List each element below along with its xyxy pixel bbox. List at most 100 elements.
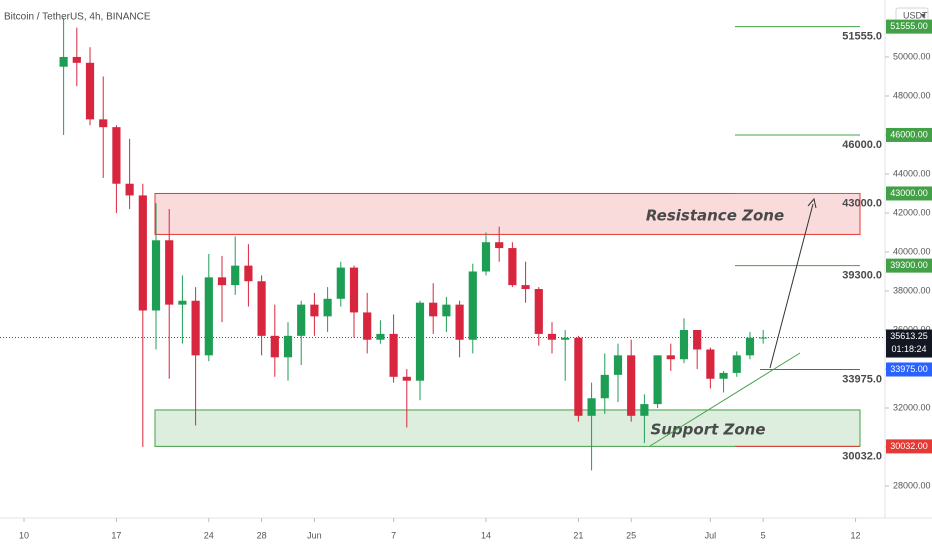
- chart-title: Bitcoin / TetherUS, 4h, BINANCE: [4, 12, 151, 23]
- level-label: 39300.0: [842, 270, 882, 282]
- candle-body: [679, 329, 689, 360]
- x-tick-label: 25: [626, 530, 636, 540]
- level-label: 30032.0: [842, 450, 882, 462]
- axis-badge: [886, 19, 932, 34]
- zone: [154, 409, 861, 447]
- level-label: 33975.0: [842, 373, 882, 385]
- y-tick-label: 32000.00: [893, 402, 931, 412]
- candle-body: [85, 62, 95, 120]
- x-tick-label: 10: [19, 530, 29, 540]
- level-label: 46000.0: [842, 139, 882, 151]
- candle-body: [613, 355, 623, 375]
- candle-body: [442, 304, 451, 317]
- candle-body: [336, 267, 345, 299]
- candle-body: [534, 289, 543, 334]
- y-tick-label: 40000.00: [893, 246, 931, 256]
- candle-body: [112, 127, 121, 184]
- candle-body: [125, 183, 134, 196]
- candle-body: [759, 337, 768, 339]
- plot: 28000.0030000.0032000.0034000.0036000.00…: [0, 17, 931, 540]
- x-tick-label: Jun: [307, 530, 322, 540]
- last-price-label: 35613.25: [890, 331, 928, 341]
- candle-body: [165, 240, 174, 305]
- candle-body: [99, 119, 108, 128]
- x-tick-label: 21: [573, 530, 583, 540]
- countdown: 01:18:24: [891, 344, 926, 354]
- candle-body: [574, 337, 583, 416]
- candle-body: [376, 333, 385, 340]
- candle-body: [745, 337, 755, 356]
- x-tick-label: 28: [257, 530, 267, 540]
- axis-badge: [886, 186, 932, 201]
- axis-badge: [886, 362, 932, 377]
- level-label: 51555.0: [842, 31, 882, 43]
- x-tick-label: 17: [111, 530, 121, 540]
- candle-body: [732, 355, 741, 373]
- axis-badge: [886, 127, 932, 142]
- zone: [154, 192, 861, 235]
- candle-body: [217, 277, 227, 286]
- currency-caret[interactable]: ▾: [921, 10, 926, 20]
- x-tick-label: 14: [481, 530, 491, 540]
- y-tick-label: 38000.00: [893, 285, 931, 295]
- candle-body: [653, 355, 662, 405]
- x-tick-label: 5: [761, 530, 766, 540]
- candle-body: [244, 265, 253, 282]
- last-price-badge: [886, 329, 932, 358]
- y-tick-label: 44000.00: [893, 168, 931, 178]
- zone-label: Resistance Zone: [646, 206, 784, 224]
- axis-badge: [886, 258, 932, 273]
- candle-body: [415, 302, 425, 381]
- y-tick-label: 50000.00: [893, 51, 931, 61]
- axis-badge-label: 30032.00: [890, 441, 928, 451]
- candle-body: [640, 404, 649, 416]
- axis-badge-label: 33975.00: [890, 364, 928, 374]
- axis-badge-label: 39300.00: [890, 260, 928, 270]
- candle-body: [310, 304, 319, 317]
- y-tick-label: 48000.00: [893, 90, 931, 100]
- candle-body: [693, 329, 702, 350]
- candle-body: [706, 349, 715, 379]
- projection-arrow: [769, 203, 814, 369]
- axis-badge: [886, 439, 932, 454]
- candle-body: [547, 333, 557, 340]
- candle-body: [666, 355, 675, 360]
- candle-body: [59, 56, 68, 67]
- zone-label: Support Zone: [650, 421, 765, 439]
- candle-body: [178, 300, 187, 305]
- candle-body: [297, 304, 306, 336]
- candle-body: [429, 302, 438, 317]
- level-label: 43000.0: [842, 197, 882, 209]
- candle-body: [363, 312, 372, 340]
- arrow-head: [807, 197, 817, 209]
- candle-body: [191, 300, 200, 356]
- x-tick-label: 7: [391, 530, 396, 540]
- candle-body: [389, 333, 398, 377]
- candle-body: [72, 56, 81, 63]
- axis-badge-label: 43000.00: [890, 188, 928, 198]
- x-tick-label: 24: [204, 530, 214, 540]
- candle-body: [468, 271, 477, 340]
- candle-body: [561, 337, 570, 340]
- candle-body: [257, 281, 266, 336]
- candle-body: [402, 376, 411, 381]
- candle-body: [151, 240, 161, 311]
- x-tick-label: Jul: [705, 530, 717, 540]
- y-tick-label: 36000.00: [893, 324, 931, 334]
- candle-body: [495, 242, 504, 249]
- candle-body: [719, 372, 728, 379]
- candle-body: [481, 242, 491, 272]
- candle-body: [627, 355, 636, 416]
- candle-body: [323, 298, 332, 317]
- candle-body: [587, 398, 596, 416]
- candle-body: [138, 195, 147, 311]
- x-tick-label: 12: [851, 530, 861, 540]
- candle-body: [600, 374, 609, 399]
- candle-body: [521, 285, 530, 290]
- currency[interactable]: USDT: [903, 10, 928, 20]
- axis-badge-label: 51555.00: [890, 21, 928, 31]
- candle-body: [508, 248, 517, 286]
- candle-body: [283, 335, 293, 358]
- candle-body: [270, 335, 279, 358]
